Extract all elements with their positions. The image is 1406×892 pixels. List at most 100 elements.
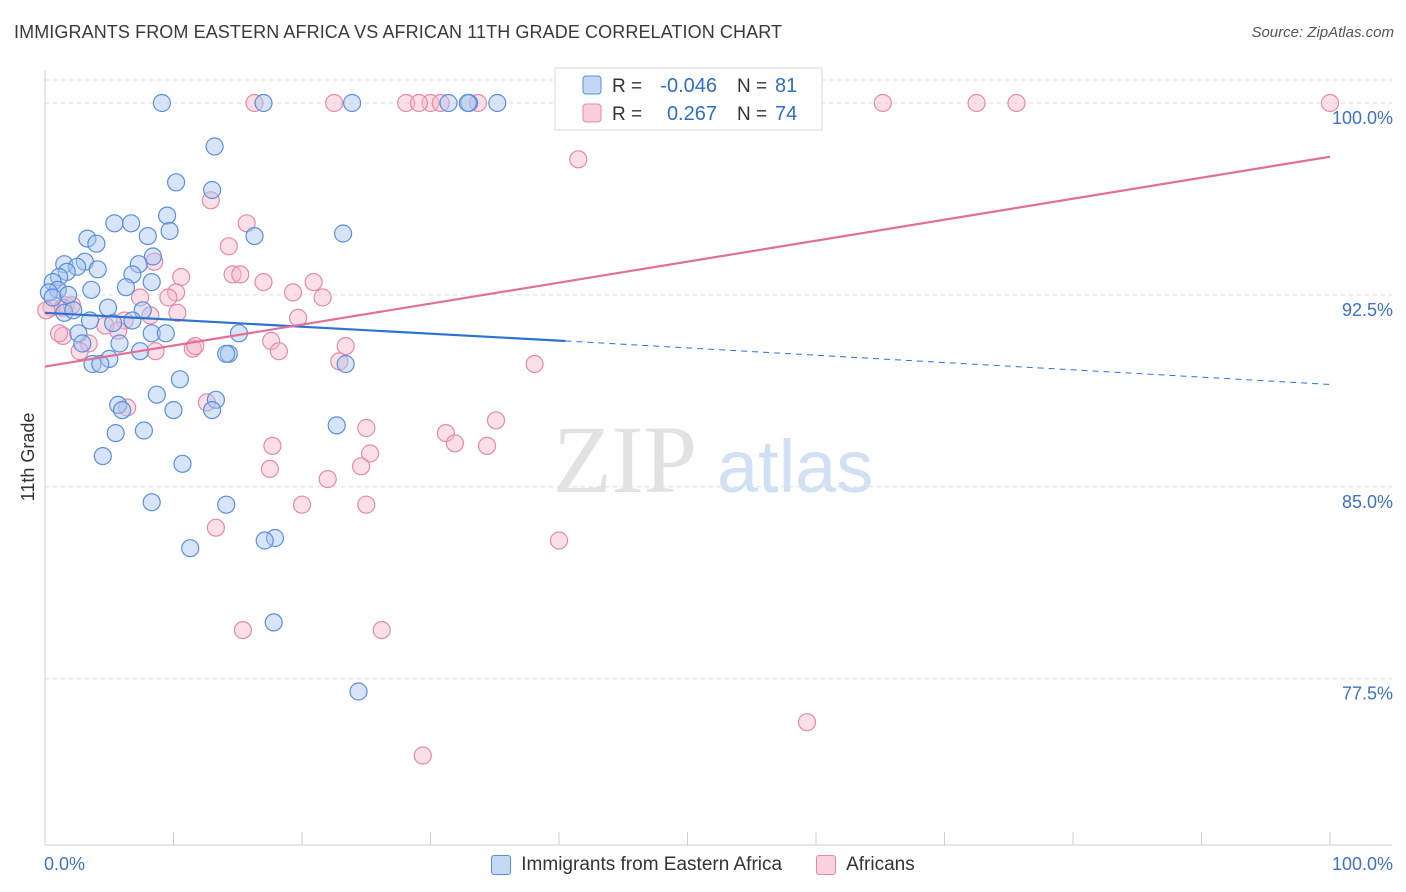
- data-point: [58, 285, 78, 304]
- data-point: [98, 298, 118, 317]
- y-tick-label: 100.0%: [1332, 108, 1393, 128]
- data-point: [172, 267, 191, 287]
- trend-line-africans: [44, 155, 1331, 368]
- data-point: [206, 390, 225, 409]
- data-point: [231, 265, 250, 284]
- data-point: [445, 434, 464, 453]
- legend-r-label-pink: R =: [612, 104, 642, 125]
- data-point: [181, 539, 200, 558]
- legend-n-value-blue: 81: [775, 75, 797, 97]
- data-point: [361, 444, 380, 463]
- data-point: [156, 324, 175, 343]
- data-point: [160, 221, 179, 241]
- chart-title: IMMIGRANTS FROM EASTERN AFRICA VS AFRICA…: [14, 22, 783, 42]
- data-point: [64, 301, 83, 320]
- data-point: [967, 93, 986, 113]
- data-point: [292, 495, 312, 514]
- source-label: Source: ZipAtlas.com: [1251, 24, 1394, 41]
- data-point: [203, 180, 222, 200]
- data-point: [264, 613, 283, 632]
- correlation-legend: R = -0.046 N = 81 R = 0.267 N = 74: [554, 67, 823, 131]
- data-point: [486, 411, 506, 430]
- data-point: [318, 470, 337, 489]
- data-point: [325, 93, 344, 113]
- data-point: [336, 354, 355, 374]
- x-ticks: [44, 832, 1331, 845]
- legend-swatch-eastern-africa: [491, 855, 512, 875]
- data-point: [134, 421, 153, 440]
- data-point: [103, 314, 123, 333]
- watermark: ZIP atlas: [553, 406, 873, 513]
- data-point: [129, 255, 148, 274]
- x-tick-label-left: 0.0%: [44, 854, 85, 874]
- y-axis-title: 11th Grade: [18, 413, 38, 502]
- data-point: [69, 324, 88, 343]
- data-point: [122, 214, 141, 233]
- trend-line-eastern-africa: [44, 311, 566, 343]
- data-point: [168, 303, 187, 322]
- eastern-africa-points: [39, 93, 507, 701]
- data-point: [138, 227, 157, 246]
- data-point: [549, 531, 569, 550]
- data-point: [110, 334, 129, 353]
- data-point: [525, 354, 544, 374]
- data-point: [283, 283, 303, 302]
- data-point: [167, 173, 186, 192]
- data-point: [255, 531, 274, 550]
- data-point: [142, 493, 161, 512]
- y-tick-label: 77.5%: [1342, 684, 1393, 704]
- watermark-zip: ZIP: [553, 406, 697, 513]
- data-point: [205, 137, 224, 156]
- data-point: [159, 288, 178, 307]
- data-point: [409, 93, 428, 113]
- data-point: [67, 257, 87, 276]
- data-point: [170, 370, 189, 389]
- data-point: [357, 495, 376, 514]
- data-point: [106, 424, 125, 443]
- data-point: [349, 682, 368, 701]
- legend-n-label-pink: N =: [737, 104, 767, 125]
- data-point: [352, 457, 371, 476]
- data-point: [313, 288, 332, 307]
- gridlines: [45, 79, 1392, 680]
- data-point: [173, 454, 192, 473]
- legend-r-value-blue: -0.046: [660, 75, 717, 97]
- data-point: [263, 436, 282, 455]
- legend-swatch-blue: [582, 75, 602, 95]
- data-point: [254, 93, 273, 113]
- data-point: [436, 424, 455, 443]
- data-point: [142, 273, 161, 292]
- legend-item-eastern-africa[interactable]: Immigrants from Eastern Africa: [491, 854, 782, 876]
- legend-item-africans[interactable]: Africans: [816, 854, 915, 876]
- data-point: [152, 93, 171, 113]
- x-tick-label-right: 100.0%: [1332, 854, 1393, 874]
- trend-line-eastern-africa-extension: [565, 340, 1331, 385]
- data-point: [146, 342, 165, 361]
- data-point: [219, 237, 238, 256]
- data-point: [269, 342, 288, 361]
- data-point: [88, 260, 107, 279]
- data-point: [116, 278, 136, 297]
- data-point: [569, 150, 588, 169]
- data-point: [233, 620, 252, 640]
- data-point: [112, 401, 132, 420]
- data-point: [458, 93, 477, 113]
- data-point: [142, 324, 161, 343]
- data-point: [343, 93, 362, 113]
- watermark-atlas: atlas: [717, 425, 873, 508]
- data-point: [143, 247, 162, 266]
- data-point: [223, 265, 242, 284]
- data-point: [217, 495, 236, 514]
- legend-swatch-pink: [582, 103, 602, 123]
- legend-label-eastern-africa: Immigrants from Eastern Africa: [521, 854, 783, 875]
- y-tick-label: 92.5%: [1342, 300, 1393, 320]
- data-point: [82, 280, 101, 299]
- data-point: [260, 459, 279, 478]
- series-legend: Immigrants from Eastern Africa Africans: [0, 850, 1406, 880]
- data-point: [91, 354, 110, 374]
- y-tick-labels: 100.0% 92.5% 85.0% 77.5%: [1332, 108, 1393, 704]
- data-point: [327, 416, 346, 435]
- data-point: [123, 311, 142, 330]
- data-point: [797, 713, 817, 732]
